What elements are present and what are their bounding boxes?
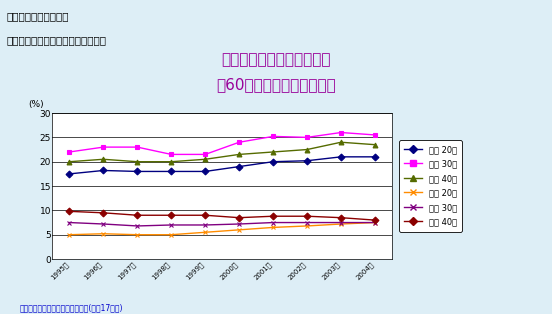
Legend: 男性 20代, 男性 30代, 男性 40代, 女性 20代, 女性 30代, 女性 40代: 男性 20代, 男性 30代, 男性 40代, 女性 20代, 女性 30代, …: [399, 140, 462, 232]
Text: 週60時間以上働く人の割合: 週60時間以上働く人の割合: [216, 77, 336, 92]
Text: フルタイム労働者に占める: フルタイム労働者に占める: [221, 52, 331, 67]
Text: ２．現在の日本の状況: ２．現在の日本の状況: [7, 11, 69, 21]
Text: 資料：　内閣府「国民生活白書」(平成17年版): 資料： 内閣府「国民生活白書」(平成17年版): [19, 303, 123, 312]
Text: (%): (%): [29, 100, 44, 109]
Text: （２）働いている現場の状況と課題: （２）働いている現場の状況と課題: [7, 35, 107, 45]
